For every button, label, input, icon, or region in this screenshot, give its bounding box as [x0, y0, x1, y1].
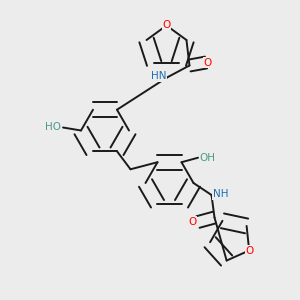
Text: OH: OH	[200, 153, 215, 163]
Text: O: O	[188, 217, 196, 227]
Text: O: O	[245, 245, 253, 256]
Text: HN: HN	[152, 71, 167, 81]
Text: HO: HO	[46, 122, 62, 133]
Text: NH: NH	[213, 189, 229, 200]
Text: O: O	[203, 58, 211, 68]
Text: O: O	[162, 20, 171, 31]
